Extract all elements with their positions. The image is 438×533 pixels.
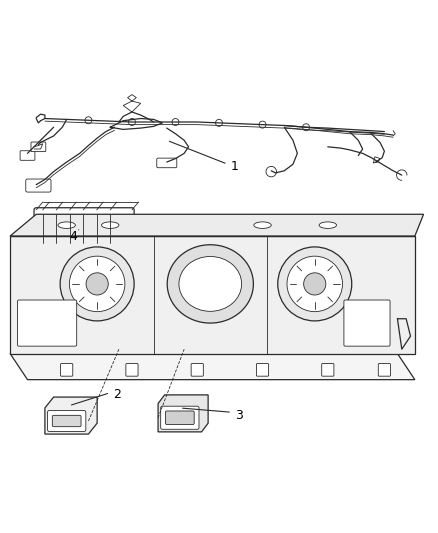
FancyBboxPatch shape [60,364,73,376]
FancyBboxPatch shape [52,415,81,426]
Circle shape [303,124,310,131]
FancyBboxPatch shape [47,410,86,431]
Circle shape [69,256,125,312]
Text: 1: 1 [230,160,238,173]
Circle shape [128,118,135,125]
FancyBboxPatch shape [378,364,391,376]
Circle shape [172,118,179,125]
Ellipse shape [102,222,119,229]
Text: 4: 4 [69,230,77,243]
Circle shape [86,273,108,295]
Ellipse shape [167,245,253,323]
Circle shape [278,247,352,321]
FancyBboxPatch shape [344,300,390,346]
FancyBboxPatch shape [161,406,199,429]
FancyBboxPatch shape [34,208,134,249]
Circle shape [60,247,134,321]
Ellipse shape [254,222,271,229]
FancyBboxPatch shape [31,142,46,151]
Ellipse shape [179,256,242,311]
Circle shape [259,121,266,128]
Text: 3: 3 [235,409,243,422]
Circle shape [287,256,343,312]
Polygon shape [10,236,415,353]
FancyBboxPatch shape [322,364,334,376]
FancyBboxPatch shape [126,364,138,376]
FancyBboxPatch shape [20,151,35,160]
Ellipse shape [319,222,336,229]
Polygon shape [45,397,97,434]
Circle shape [215,119,223,126]
Text: 2: 2 [113,389,120,401]
FancyBboxPatch shape [18,300,77,346]
Circle shape [85,117,92,124]
Ellipse shape [58,222,75,229]
Polygon shape [158,395,208,432]
FancyBboxPatch shape [166,411,194,424]
Polygon shape [10,214,424,236]
Polygon shape [10,353,415,379]
FancyBboxPatch shape [191,364,203,376]
FancyBboxPatch shape [256,364,268,376]
FancyBboxPatch shape [26,179,51,192]
FancyBboxPatch shape [157,158,177,168]
Circle shape [304,273,326,295]
